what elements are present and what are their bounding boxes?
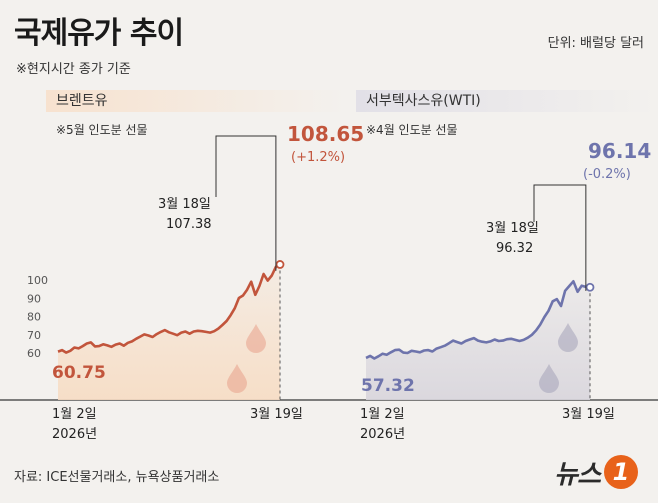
- oil-drop-icon: [246, 324, 266, 353]
- oil-drop-icon: [558, 323, 578, 352]
- chart-subtitle: ※현지시간 종가 기준: [16, 62, 131, 77]
- y-tick-label: 100: [27, 274, 48, 287]
- wti-mid-date: 3월 18일: [486, 221, 539, 236]
- brent-series-label: 브렌트유: [46, 90, 346, 112]
- chart-title: 국제유가 추이: [14, 16, 184, 51]
- y-tick-label: 70: [27, 329, 41, 342]
- wti-mid-value: 96.32: [496, 241, 533, 256]
- unit-label: 단위: 배럴당 달러: [547, 36, 644, 51]
- wti-series-label: 서부텍사스유(WTI): [356, 90, 656, 112]
- y-tick-label: 80: [27, 311, 41, 324]
- wti-x-start-label: 1월 2일: [360, 407, 405, 422]
- source-note: 자료: ICE선물거래소, 뉴욕상품거래소: [14, 470, 220, 485]
- wti-end-value: 96.14: [588, 139, 651, 163]
- wti-x-start-year: 2026년: [360, 427, 405, 442]
- wti-start-value: 57.32: [361, 376, 415, 396]
- brent-end-value: 108.65: [287, 122, 364, 146]
- brent-x-start-label: 1월 2일: [52, 407, 97, 422]
- oil-drop-icon: [539, 364, 559, 393]
- brent-end-marker: [275, 260, 285, 269]
- brent-x-start-year: 2026년: [52, 427, 97, 442]
- brent-start-value: 60.75: [52, 363, 106, 383]
- wti-contract-note: ※4월 인도분 선물: [366, 123, 458, 137]
- y-tick-label: 60: [27, 347, 41, 360]
- wti-mid-leader: [533, 184, 587, 291]
- brent-mid-value: 107.38: [166, 217, 212, 232]
- wti-end-change: (-0.2%): [583, 167, 631, 182]
- brent-area: [58, 264, 280, 400]
- y-tick-label: 90: [27, 292, 41, 305]
- oil-drop-icon: [227, 364, 247, 393]
- logo-badge: 1: [604, 455, 638, 489]
- brent-line: [57, 263, 281, 354]
- brent-mid-leader: [215, 135, 277, 271]
- brent-contract-note: ※5월 인도분 선물: [56, 123, 148, 137]
- brent-x-end-label: 3월 19일: [250, 407, 303, 422]
- brent-end-change: (+1.2%): [291, 150, 345, 165]
- wti-end-marker: [585, 282, 595, 292]
- wti-line: [365, 280, 591, 360]
- news1-logo: 뉴스 1: [554, 454, 638, 490]
- wti-x-end-label: 3월 19일: [562, 407, 615, 422]
- brent-mid-date: 3월 18일: [158, 197, 211, 212]
- logo-text: 뉴스: [554, 459, 601, 490]
